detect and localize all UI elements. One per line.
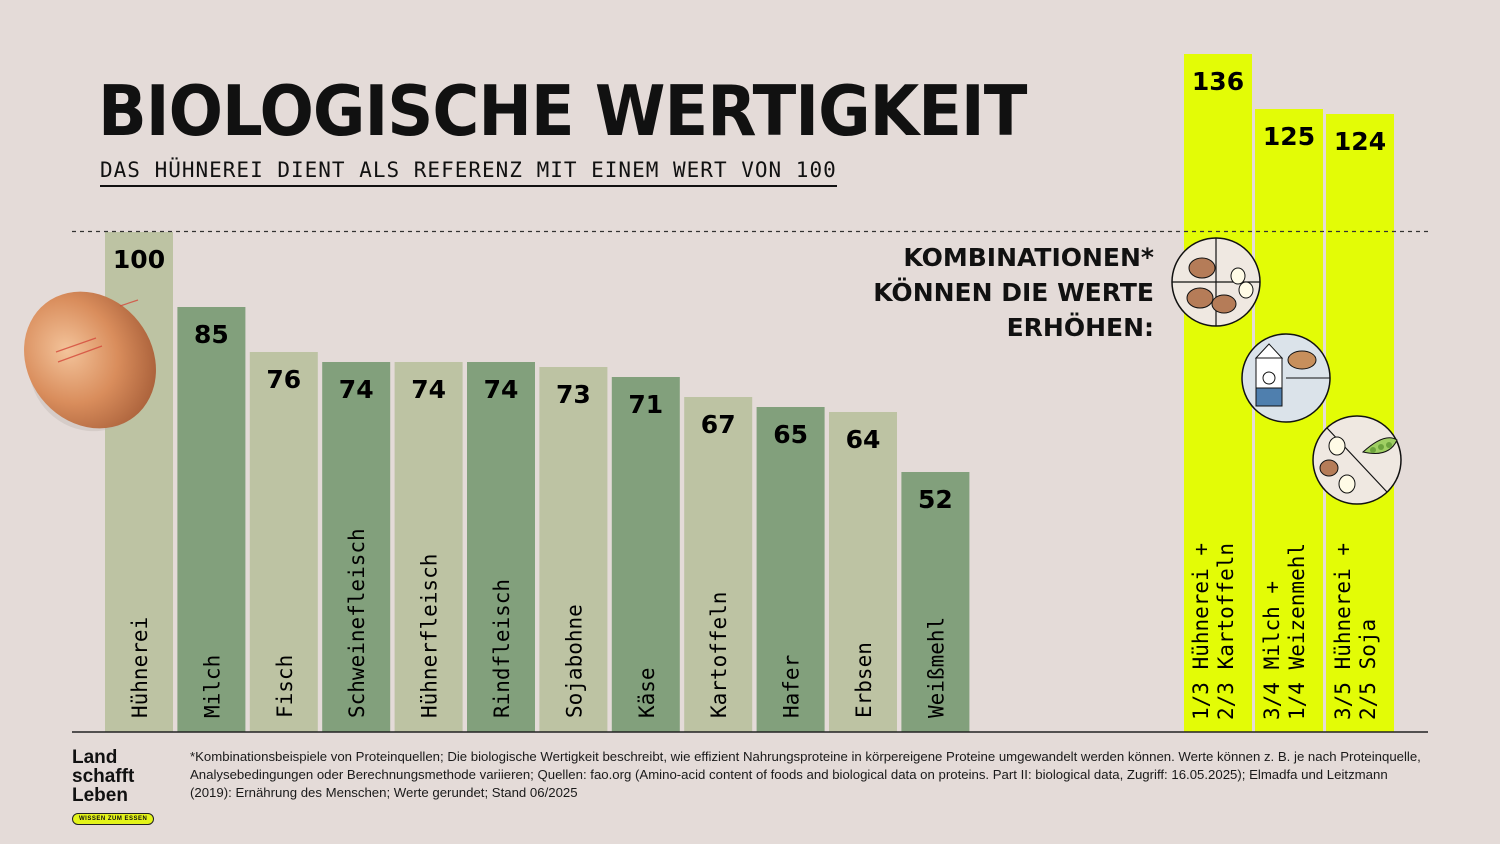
- bar: [249, 352, 318, 732]
- category-label: Schweinefleisch: [345, 528, 369, 718]
- category-label: Rindfleisch: [490, 579, 514, 718]
- combination-label: 3/4 Milch +: [1260, 581, 1284, 720]
- data-label: 73: [556, 380, 591, 409]
- data-label: 74: [484, 375, 519, 404]
- data-label: 85: [194, 320, 229, 349]
- data-label: 124: [1334, 127, 1386, 156]
- bar: [467, 362, 535, 732]
- footnote: *Kombinationsbeispiele von Proteinquelle…: [190, 749, 1421, 800]
- category-label: Käse: [635, 667, 659, 718]
- data-label: 136: [1192, 67, 1244, 96]
- logo-line: Land: [72, 747, 118, 768]
- milk-bread-icon: [1241, 333, 1331, 423]
- combination-bar: [1184, 54, 1252, 732]
- data-label: 64: [846, 425, 881, 454]
- category-label: Hühnerfleisch: [418, 554, 442, 718]
- logo-line: schafft: [72, 766, 135, 787]
- chart-title: BIOLOGISCHE WERTIGKEIT: [98, 72, 1027, 153]
- combination-label: 1/3 Hühnerei +: [1189, 543, 1213, 720]
- data-label: 125: [1263, 122, 1315, 151]
- category-label: Kartoffeln: [707, 592, 731, 718]
- data-label: 71: [628, 390, 663, 419]
- data-label: 100: [113, 245, 165, 274]
- bar: [539, 367, 608, 732]
- category-label: Fisch: [273, 655, 297, 718]
- bar: [684, 397, 753, 732]
- category-label: Weißmehl: [924, 617, 948, 718]
- bar: [829, 412, 897, 732]
- combination-label: 1/4 Weizenmehl: [1285, 543, 1309, 720]
- logo-tagline: WISSEN ZUM ESSEN: [72, 813, 155, 825]
- category-label: Sojabohne: [562, 604, 586, 718]
- combination-label: 2/3 Kartoffeln: [1214, 543, 1238, 720]
- data-label: 74: [411, 375, 446, 404]
- logo-line: Leben: [72, 785, 128, 806]
- combinations-note: KOMBINATIONEN* KÖNNEN DIE WERTE ERHÖHEN:: [873, 243, 1154, 342]
- bar: [901, 472, 970, 732]
- data-label: 74: [339, 375, 374, 404]
- category-label: Milch: [200, 655, 224, 718]
- data-label: 65: [773, 420, 808, 449]
- bar: [394, 362, 463, 732]
- data-label: 52: [918, 485, 953, 514]
- chart-subtitle: DAS HÜHNEREI DIENT ALS REFERENZ MIT EINE…: [100, 158, 837, 187]
- egg-illustration: [24, 291, 156, 432]
- combination-label: 2/5 Soja: [1356, 619, 1380, 720]
- bar: [756, 407, 825, 732]
- data-label: 76: [266, 365, 301, 394]
- category-label: Erbsen: [852, 642, 876, 718]
- bar: [177, 307, 246, 732]
- data-label: 67: [701, 410, 736, 439]
- category-label: Hühnerei: [128, 617, 152, 718]
- category-label: Hafer: [780, 655, 804, 718]
- bar: [611, 377, 680, 732]
- landschafftleben-logo: Land schafft Leben WISSEN ZUM ESSEN: [72, 747, 155, 825]
- bar: [322, 362, 391, 732]
- potato-egg-plate-icon: [1171, 237, 1261, 327]
- combination-label: 3/5 Hühnerei +: [1331, 543, 1355, 720]
- egg-peas-plate-icon: [1312, 415, 1402, 505]
